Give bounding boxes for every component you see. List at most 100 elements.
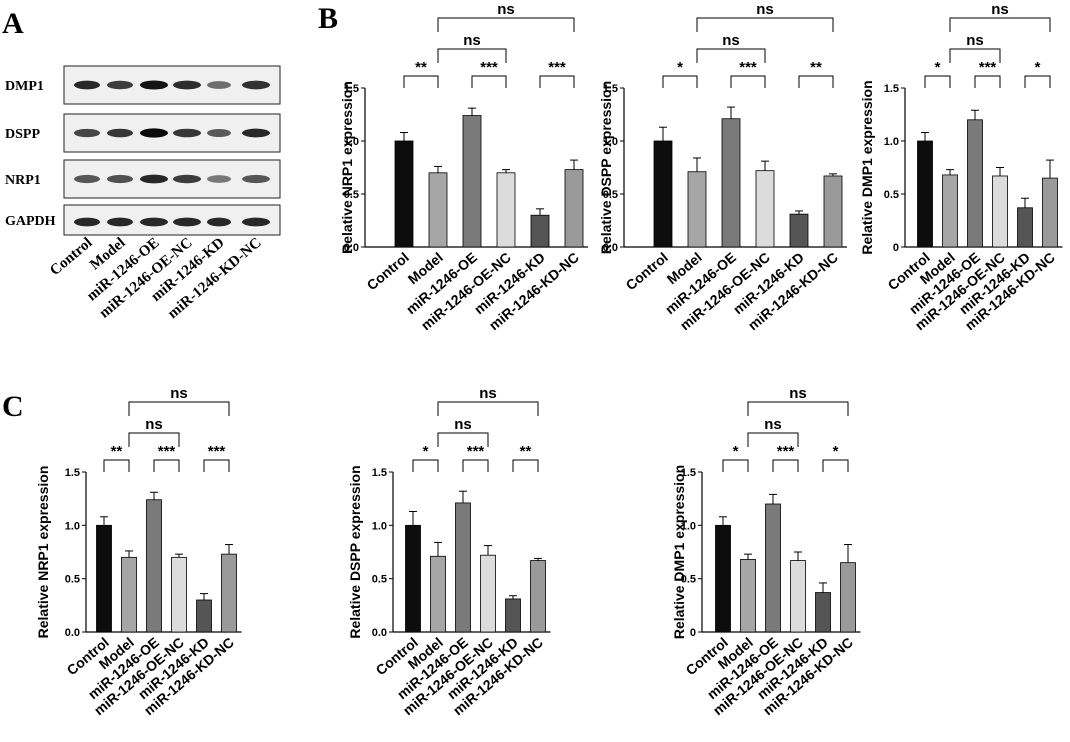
- y-tick-label: 1.5: [603, 83, 618, 95]
- significance-label: ns: [479, 385, 497, 402]
- bar: [405, 524, 421, 633]
- significance-label: ns: [145, 416, 163, 433]
- significance-bracket: [203, 459, 230, 472]
- blot-lane-label: Control: [47, 235, 95, 279]
- bar: [721, 118, 741, 248]
- y-tick-label: 0.5: [65, 574, 80, 586]
- significance-label: ***: [158, 443, 176, 460]
- bar: [1017, 207, 1033, 248]
- significance-bracket: [403, 75, 439, 88]
- significance-bracket: [437, 48, 507, 63]
- y-tick-label: 0.0: [603, 242, 618, 254]
- blot-band: [140, 217, 168, 227]
- significance-bracket: [696, 17, 834, 32]
- y-tick-label: 0.5: [344, 189, 359, 201]
- y-tick-label: 1.5: [681, 467, 696, 479]
- blot-band: [74, 174, 100, 184]
- blot-band: [242, 174, 270, 184]
- significance-label: *: [935, 59, 941, 76]
- western-blot-panel: DMP1DSPPNRP1GAPDHControlModelmiR-1246-OE…: [5, 65, 281, 322]
- blot-band: [207, 175, 231, 183]
- significance-label: ns: [454, 416, 472, 433]
- bar-charts: 0.0 0.5 1.0 1.5 Relative NRP1 expression Cont…: [35, 1, 1063, 718]
- y-axis-title: Relative NRP1 expression: [339, 81, 355, 254]
- y-tick-label: 1.0: [372, 520, 387, 532]
- category-label: Control: [623, 249, 671, 293]
- significance-label: ***: [739, 59, 757, 76]
- blot-band: [242, 128, 270, 138]
- bar: [815, 592, 831, 633]
- significance-bracket: [696, 48, 766, 63]
- significance-label: ***: [979, 59, 997, 76]
- significance-label: ***: [548, 59, 566, 76]
- bar: [653, 140, 673, 248]
- significance-label: *: [423, 443, 429, 460]
- bar: [755, 170, 775, 248]
- bar: [790, 560, 806, 633]
- blot-band: [242, 217, 270, 227]
- panel-label-b: B: [318, 2, 338, 35]
- bar: [505, 598, 521, 633]
- significance-label: ns: [497, 1, 515, 18]
- blot-band: [74, 128, 100, 138]
- y-tick-label: 0.0: [372, 627, 387, 639]
- significance-label: ns: [966, 32, 984, 49]
- panel-label-a: A: [2, 7, 24, 40]
- bar: [530, 560, 546, 633]
- bar: [171, 556, 187, 633]
- y-tick-label: 1.0: [344, 136, 359, 148]
- significance-bracket: [437, 432, 489, 447]
- blot-band: [140, 80, 168, 90]
- blot-band: [207, 217, 231, 227]
- significance-label: **: [810, 59, 822, 76]
- significance-bracket: [412, 459, 439, 472]
- bar: [430, 555, 446, 633]
- blot-band: [173, 174, 201, 184]
- bar: [146, 499, 162, 633]
- significance-label: ns: [170, 385, 188, 402]
- y-tick-label: 0: [690, 627, 696, 639]
- y-tick-label: 0.5: [681, 574, 696, 586]
- y-tick-label: 0.5: [884, 189, 899, 201]
- bar: [428, 172, 448, 248]
- blot-band: [74, 80, 100, 90]
- bar: [394, 140, 414, 248]
- blot-band: [74, 217, 100, 227]
- bar: [455, 502, 471, 633]
- blot-band: [173, 80, 201, 90]
- y-tick-label: 1.5: [65, 467, 80, 479]
- y-axis-title: Relative DMP1 expression: [671, 465, 687, 639]
- bar: [992, 175, 1008, 248]
- y-tick-label: 0.5: [372, 574, 387, 586]
- significance-label: ***: [467, 443, 485, 460]
- bar: [967, 119, 983, 248]
- significance-bracket: [974, 75, 1001, 88]
- bar: [917, 140, 933, 248]
- significance-bracket: [722, 459, 749, 472]
- significance-bracket: [730, 75, 766, 88]
- significance-label: **: [415, 59, 427, 76]
- significance-bracket: [747, 401, 849, 416]
- significance-label: ***: [480, 59, 498, 76]
- y-axis-title: Relative DMP1 expression: [859, 80, 875, 254]
- significance-bracket: [924, 75, 951, 88]
- significance-bracket: [462, 459, 489, 472]
- category-label: Control: [364, 249, 412, 293]
- bar: [564, 169, 584, 248]
- bar: [1042, 177, 1058, 248]
- blot-band: [107, 174, 133, 184]
- significance-bracket: [949, 48, 1001, 63]
- y-tick-label: 0.5: [603, 189, 618, 201]
- bar: [740, 559, 756, 633]
- y-tick-label: 1.0: [603, 136, 618, 148]
- significance-label: ns: [756, 1, 774, 18]
- significance-label: ns: [991, 1, 1009, 18]
- significance-label: ***: [777, 443, 795, 460]
- significance-label: *: [677, 59, 683, 76]
- significance-bracket: [128, 432, 180, 447]
- blot-band: [207, 81, 231, 89]
- y-axis-title: Relative DSPP expression: [347, 465, 363, 638]
- significance-label: *: [833, 443, 839, 460]
- significance-bracket: [1024, 75, 1051, 88]
